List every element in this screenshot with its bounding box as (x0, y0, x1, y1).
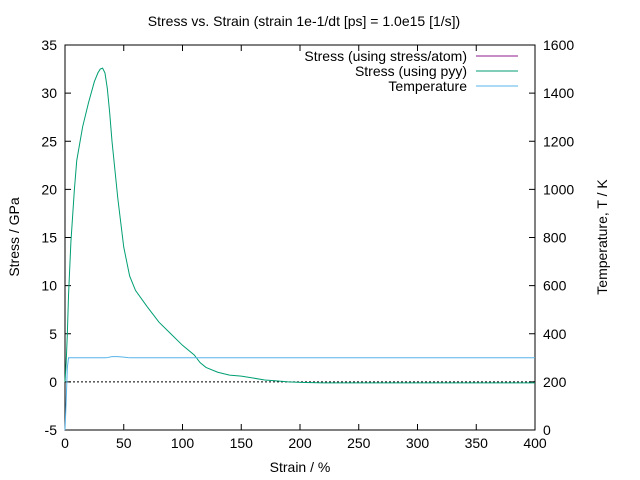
x-axis-title: Strain / % (270, 459, 331, 475)
y2-tick-label: 1400 (543, 85, 574, 101)
x-tick-label: 250 (347, 435, 371, 451)
y2-tick-label: 800 (543, 230, 567, 246)
y-tick-label: 5 (49, 326, 57, 342)
legend-label-stress-using-stress-atom: Stress (using stress/atom) (304, 48, 467, 64)
x-tick-label: 200 (288, 435, 312, 451)
y2-tick-label: 1600 (543, 37, 574, 53)
y2-tick-label: 200 (543, 374, 567, 390)
x-tick-label: 150 (230, 435, 254, 451)
y-tick-label: 30 (41, 85, 57, 101)
y-axis-ticks: -5 0 5 10 15 20 25 30 35 (41, 37, 71, 438)
x-tick-label: 0 (61, 435, 69, 451)
y-tick-label: 0 (49, 374, 57, 390)
series-line-stress-using-pyy (64, 67, 535, 384)
y-tick-label: 25 (41, 133, 57, 149)
legend-label-temperature: Temperature (388, 78, 467, 94)
y2-tick-label: 1200 (543, 133, 574, 149)
y-tick-label: -5 (45, 422, 58, 438)
x-tick-label: 400 (523, 435, 547, 451)
y2-tick-label: 1000 (543, 181, 574, 197)
y2-axis-title: Temperature, T / K (594, 179, 610, 295)
x-tick-label: 350 (465, 435, 489, 451)
x-axis-ticks: 0 50 100 150 200 250 300 350 400 (61, 45, 547, 451)
y-tick-label: 20 (41, 181, 57, 197)
y-axis-title: Stress / GPa (6, 197, 22, 277)
plot-frame (64, 44, 536, 431)
y-tick-label: 10 (41, 278, 57, 294)
y2-axis-ticks: 0 200 400 600 800 1000 1200 1400 1600 (529, 37, 574, 438)
y-tick-label: 15 (41, 230, 57, 246)
legend: Stress (using stress/atom)Stress (using … (304, 48, 518, 94)
y2-tick-label: 0 (543, 422, 551, 438)
x-tick-label: 100 (171, 435, 195, 451)
x-tick-label: 300 (406, 435, 430, 451)
chart-title: Stress vs. Strain (strain 1e-1/dt [ps] =… (148, 13, 460, 29)
y-tick-label: 35 (41, 37, 57, 53)
legend-label-stress-using-pyy: Stress (using pyy) (355, 63, 467, 79)
y2-tick-label: 600 (543, 278, 567, 294)
series-group (64, 67, 535, 431)
y2-tick-label: 400 (543, 326, 567, 342)
series-line-temperature (64, 356, 535, 431)
x-tick-label: 50 (116, 435, 132, 451)
